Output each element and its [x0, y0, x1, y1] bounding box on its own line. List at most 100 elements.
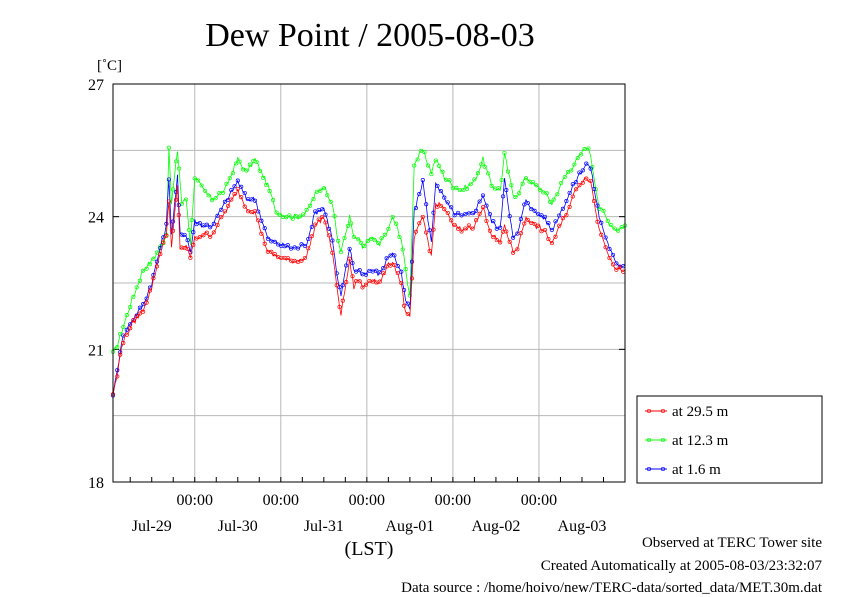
- data-point: [440, 169, 445, 174]
- data-point: [405, 311, 410, 316]
- legend-label: at 29.5 m: [672, 404, 729, 420]
- data-point: [532, 221, 537, 227]
- data-point: [144, 266, 149, 271]
- data-point: [390, 214, 395, 219]
- data-point: [144, 300, 149, 305]
- data-point: [330, 238, 335, 243]
- data-point: [191, 230, 196, 235]
- data-point: [522, 221, 527, 226]
- data-point: [234, 161, 239, 166]
- data-point: [557, 213, 562, 218]
- data-point: [601, 208, 606, 213]
- data-point: [338, 250, 344, 255]
- data-point: [539, 213, 544, 218]
- data-point: [484, 218, 489, 224]
- data-point: [507, 239, 512, 244]
- data-point: [170, 228, 176, 233]
- data-point: [141, 302, 146, 307]
- data-point: [617, 265, 622, 270]
- data-point: [546, 237, 551, 242]
- data-point: [610, 252, 616, 257]
- data-point: [388, 253, 393, 258]
- data-point: [415, 157, 420, 162]
- data-point: [118, 352, 123, 357]
- data-point: [204, 222, 209, 227]
- data-point: [194, 236, 199, 241]
- data-point: [219, 215, 224, 220]
- legend-item: at 1.6 m: [645, 462, 721, 478]
- data-point: [235, 186, 240, 191]
- data-point: [553, 234, 558, 239]
- data-point: [438, 203, 443, 208]
- legend-swatch-marker: [646, 408, 652, 414]
- data-point: [464, 186, 470, 191]
- data-point: [115, 345, 120, 350]
- series-line: [112, 147, 626, 352]
- data-point: [437, 163, 442, 169]
- data-point: [605, 219, 610, 224]
- data-point: [211, 230, 216, 235]
- data-point: [337, 285, 342, 290]
- data-point: [170, 219, 176, 224]
- data-point: [461, 187, 466, 193]
- data-point: [377, 279, 382, 284]
- data-point: [330, 250, 335, 255]
- data-point: [567, 190, 572, 195]
- data-point: [474, 218, 479, 223]
- data-point: [295, 259, 301, 265]
- data-point: [491, 219, 496, 224]
- data-point: [420, 214, 425, 219]
- data-point: [134, 314, 139, 319]
- data-point: [211, 221, 216, 226]
- data-point: [215, 223, 220, 228]
- data-point: [147, 288, 153, 293]
- data-point: [553, 219, 558, 224]
- data-point: [413, 229, 418, 234]
- data-point: [582, 147, 587, 152]
- chart-title: Dew Point / 2005-08-03: [205, 17, 535, 54]
- data-point: [166, 145, 171, 150]
- data-point: [334, 283, 339, 288]
- data-point: [537, 187, 542, 192]
- data-point: [176, 212, 181, 218]
- data-point: [360, 285, 365, 290]
- data-point: [206, 193, 211, 198]
- data-point: [326, 226, 332, 231]
- series-at-12-3-m: [110, 145, 628, 354]
- data-point: [498, 225, 503, 230]
- data-point: [357, 268, 362, 273]
- x-time-tick-label: 00:00: [349, 492, 385, 509]
- series-at-29-5-m: [110, 176, 626, 397]
- data-point: [254, 159, 259, 164]
- data-point: [399, 280, 404, 285]
- data-point: [151, 256, 156, 261]
- legend-box: [636, 395, 823, 484]
- data-point: [479, 162, 484, 167]
- data-point: [299, 242, 304, 247]
- data-point: [349, 221, 354, 226]
- data-point: [141, 309, 146, 314]
- x-date-label: Aug-02: [471, 518, 520, 535]
- data-point: [498, 240, 503, 245]
- data-point: [295, 246, 301, 251]
- data-point: [532, 208, 537, 213]
- data-point: [472, 177, 477, 182]
- data-point: [115, 374, 120, 379]
- data-point: [445, 200, 450, 205]
- data-point: [539, 229, 544, 234]
- data-point: [351, 234, 356, 239]
- data-point: [466, 223, 471, 228]
- data-point: [548, 199, 553, 204]
- data-point: [536, 211, 541, 216]
- data-point: [399, 269, 404, 274]
- data-point: [197, 221, 202, 226]
- data-point: [475, 171, 480, 176]
- data-point: [546, 221, 551, 226]
- data-point: [574, 187, 579, 192]
- data-point: [394, 221, 399, 226]
- data-point: [362, 244, 367, 249]
- data-point: [199, 183, 204, 188]
- data-point: [574, 180, 579, 185]
- data-point: [517, 191, 522, 196]
- data-point: [499, 177, 504, 183]
